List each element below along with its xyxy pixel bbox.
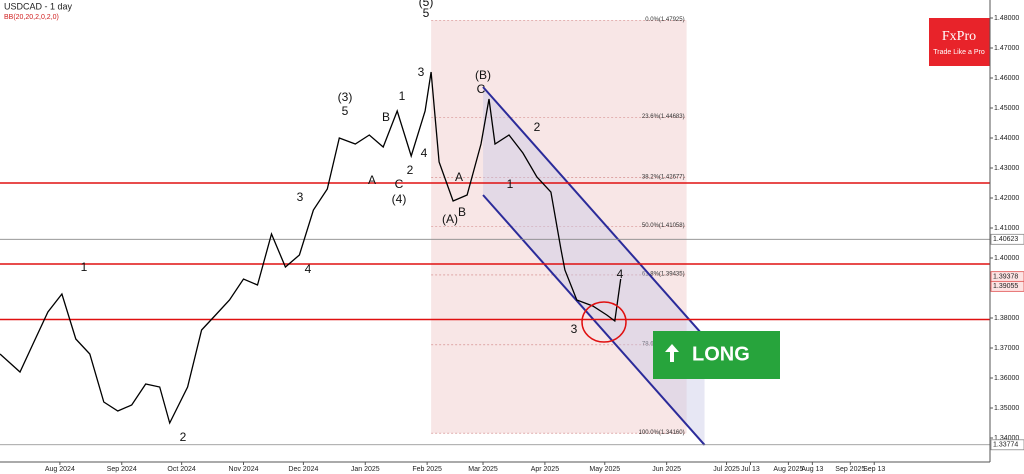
x-tick-label: Aug 2025	[773, 466, 803, 473]
wave-label: B	[382, 110, 390, 124]
signal-text: LONG	[692, 343, 750, 365]
wave-label: 5	[342, 104, 349, 118]
fibonacci-label: 50.0%(1.41058)	[642, 223, 685, 229]
wave-label: 1	[507, 177, 514, 191]
y-tick-label: 1.44000	[994, 135, 1019, 142]
wave-label: 4	[305, 262, 312, 276]
y-tick-label: 1.43000	[994, 165, 1019, 172]
wave-label: (5)	[419, 0, 434, 9]
wave-label: 4	[617, 267, 624, 281]
x-tick-label: Jan 2025	[351, 466, 380, 473]
signal-background	[653, 331, 780, 379]
wave-label: (A)	[442, 212, 458, 226]
wave-label: C	[395, 177, 404, 191]
x-tick-label: May 2025	[589, 466, 620, 473]
x-tick-label: Sep 13	[863, 466, 885, 473]
wave-label: 5	[423, 6, 430, 20]
wave-label: A	[368, 173, 376, 187]
wave-label: B	[458, 205, 466, 219]
logo-brand: FxPro	[942, 29, 976, 44]
price-tag-label: 1.33774	[993, 442, 1018, 449]
x-tick-label: Jul 2025	[713, 466, 740, 473]
x-tick-label: Apr 2025	[531, 466, 560, 473]
x-tick-label: Feb 2025	[412, 466, 442, 473]
x-tick-label: Jul 13	[741, 466, 760, 473]
indicator-label: BB(20,20,2,0,2,0)	[4, 14, 59, 21]
wave-label: 2	[180, 430, 187, 444]
x-tick-label: Jun 2025	[652, 466, 681, 473]
y-tick-label: 1.46000	[994, 75, 1019, 82]
price-tag-box	[990, 439, 1024, 451]
wave-label: 2	[534, 120, 541, 134]
y-tick-label: 1.40000	[994, 255, 1019, 262]
wave-label: (4)	[392, 192, 407, 206]
wave-label: C	[477, 82, 486, 96]
x-tick-label: Mar 2025	[468, 466, 498, 473]
plot-area: 0.0%(1.47925) 23.6%(1.44683) 38.2%(1.42677…	[0, 0, 990, 446]
y-tick-label: 1.48000	[994, 15, 1019, 22]
wave-label: (3)	[338, 90, 353, 104]
wave-label: 3	[297, 190, 304, 204]
y-tick-label: 1.34000	[994, 435, 1019, 442]
wave-label: A	[455, 170, 463, 184]
x-tick-label: Dec 2024	[288, 466, 318, 473]
wave-label: 4	[421, 146, 428, 160]
x-tick-label: Oct 2024	[167, 466, 196, 473]
wave-label: 3	[571, 322, 578, 336]
fibonacci-label: 100.0%(1.34160)	[639, 430, 685, 436]
x-tick-label: Aug 2024	[45, 466, 75, 473]
price-tag-label: 1.39378	[993, 274, 1018, 281]
wave-label: 1	[81, 260, 88, 274]
y-tick-label: 1.38000	[994, 315, 1019, 322]
logo-tagline: Trade Like a Pro	[933, 49, 985, 56]
channel-line	[482, 86, 706, 338]
fibonacci-box	[431, 20, 687, 434]
signal-box: LONG	[653, 331, 780, 379]
wave-label: (B)	[475, 68, 491, 82]
price-tag-label: 1.39055	[993, 283, 1018, 290]
highlight-circle	[581, 301, 627, 343]
x-tick-label: Sep 2024	[107, 466, 137, 473]
price-tag-label: 1.40623	[993, 236, 1018, 243]
logo: FxPro Trade Like a Pro	[929, 18, 990, 66]
y-tick-label: 1.37000	[994, 345, 1019, 352]
up-arrow	[665, 344, 679, 362]
symbol-label: USDCAD - 1 day	[4, 1, 73, 11]
fibonacci-label: 23.6%(1.44683)	[642, 114, 685, 120]
price-tag-box	[990, 233, 1024, 245]
y-tick-label: 1.36000	[994, 375, 1019, 382]
y-tick-label: 1.42000	[994, 195, 1019, 202]
y-tick-label: 1.35000	[994, 405, 1019, 412]
y-tick-label: 1.41000	[994, 225, 1019, 232]
y-tick-label: 1.45000	[994, 105, 1019, 112]
price-tag-box	[990, 280, 1024, 292]
wave-label: 2	[407, 163, 414, 177]
fibonacci-label: 38.2%(1.42677)	[642, 174, 685, 180]
channel-fill	[483, 87, 705, 445]
x-axis-panel	[0, 462, 990, 474]
wave-label: 3	[418, 65, 425, 79]
x-tick-label: Nov 2024	[229, 466, 259, 473]
x-tick-label: Sep 2025	[835, 466, 865, 473]
price-line-series	[0, 71, 622, 425]
fibonacci-label: 0.0%(1.47925)	[645, 17, 684, 23]
fibonacci-label: 61.8%(1.39435)	[642, 272, 685, 278]
logo-background	[929, 18, 990, 66]
x-tick-label: Aug 13	[801, 466, 823, 473]
y-tick-label: 1.47000	[994, 45, 1019, 52]
wave-label: 1	[399, 89, 406, 103]
